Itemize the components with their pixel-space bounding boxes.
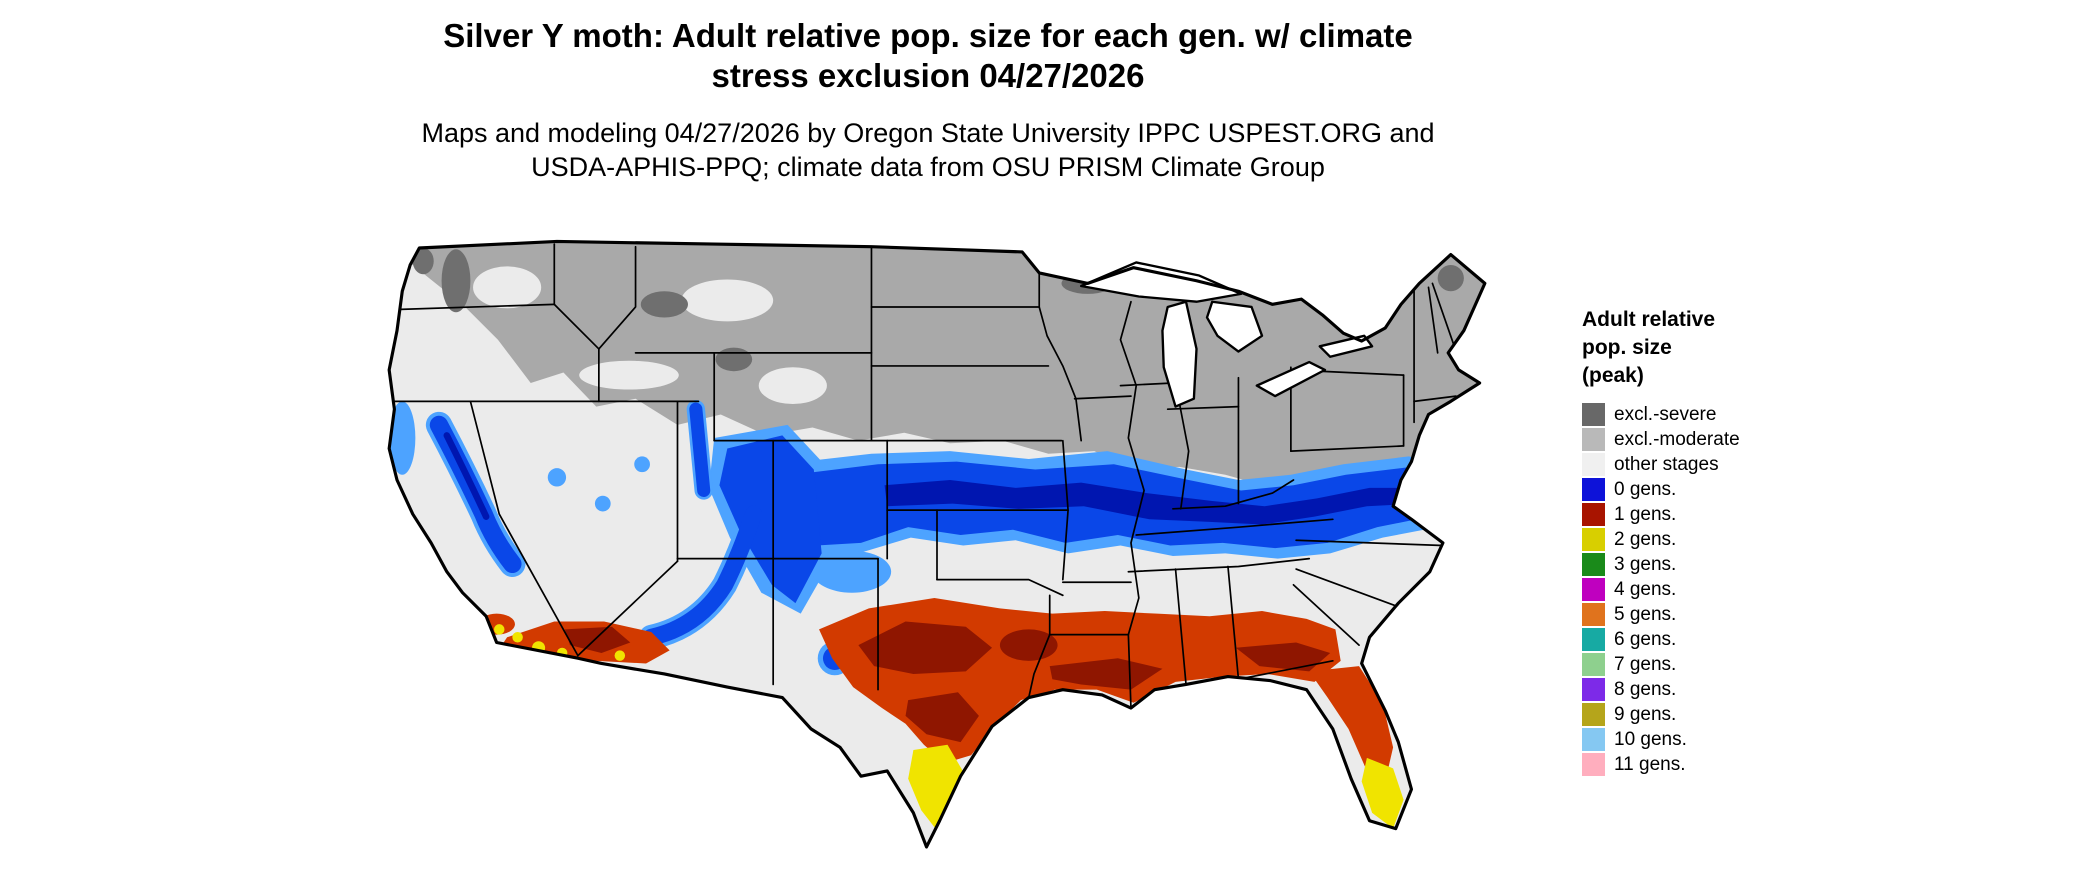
map-light-patches — [473, 266, 827, 404]
legend-swatch — [1582, 553, 1605, 576]
legend-title: Adult relative pop. size (peak) — [1582, 306, 1812, 390]
us-outline — [387, 239, 1487, 849]
legend-swatch — [1582, 578, 1605, 601]
legend-swatch — [1582, 503, 1605, 526]
legend-swatch — [1582, 428, 1605, 451]
legend-item: 1 gens. — [1582, 502, 1812, 527]
legend-label: 6 gens. — [1614, 628, 1677, 650]
us-map-container — [321, 228, 1553, 884]
lake-huron — [1205, 300, 1264, 353]
legend: Adult relative pop. size (peak) excl.-se… — [1582, 306, 1812, 777]
legend-label: 7 gens. — [1614, 653, 1677, 675]
legend-swatch — [1582, 653, 1605, 676]
legend-label: 1 gens. — [1614, 503, 1677, 525]
legend-item: 2 gens. — [1582, 527, 1812, 552]
state-borders — [389, 243, 1457, 709]
legend-label: other stages — [1614, 453, 1719, 475]
legend-label: 8 gens. — [1614, 678, 1677, 700]
map-subtitle-line2: USDA-APHIS-PPQ; climate data from OSU PR… — [531, 152, 1325, 182]
legend-item: 8 gens. — [1582, 677, 1812, 702]
header: Silver Y moth: Adult relative pop. size … — [0, 16, 1856, 184]
lake-michigan — [1161, 300, 1198, 408]
legend-swatch — [1582, 753, 1605, 776]
legend-label: 0 gens. — [1614, 478, 1677, 500]
legend-swatch — [1582, 628, 1605, 651]
legend-label: 10 gens. — [1614, 728, 1687, 750]
legend-label: 5 gens. — [1614, 603, 1677, 625]
legend-item: excl.-moderate — [1582, 427, 1812, 452]
legend-swatch — [1582, 478, 1605, 501]
legend-label: 3 gens. — [1614, 553, 1677, 575]
legend-item: 9 gens. — [1582, 702, 1812, 727]
legend-swatch — [1582, 703, 1605, 726]
map-region-0gens-dark — [443, 432, 1420, 525]
legend-item: 11 gens. — [1582, 752, 1812, 777]
legend-item: 0 gens. — [1582, 477, 1812, 502]
legend-label: excl.-severe — [1614, 403, 1717, 425]
legend-label: 4 gens. — [1614, 578, 1677, 600]
legend-items: excl.-severe excl.-moderate other stages 0 … — [1582, 402, 1812, 777]
legend-item: 3 gens. — [1582, 552, 1812, 577]
lake-erie — [1255, 360, 1327, 398]
map-title-line2: stress exclusion 04/27/2026 — [711, 57, 1145, 94]
legend-label: 2 gens. — [1614, 528, 1677, 550]
legend-item: 7 gens. — [1582, 652, 1812, 677]
legend-item: excl.-severe — [1582, 402, 1812, 427]
legend-swatch — [1582, 728, 1605, 751]
legend-item: 10 gens. — [1582, 727, 1812, 752]
legend-label: excl.-moderate — [1614, 428, 1740, 450]
legend-item: 6 gens. — [1582, 627, 1812, 652]
legend-swatch — [1582, 678, 1605, 701]
us-map — [387, 239, 1487, 849]
legend-swatch — [1582, 453, 1605, 476]
legend-title-line1: Adult relative — [1582, 308, 1716, 331]
legend-label: 9 gens. — [1614, 703, 1677, 725]
legend-title-line3: (peak) — [1582, 364, 1644, 387]
legend-label: 11 gens. — [1614, 753, 1686, 775]
legend-swatch — [1582, 603, 1605, 626]
legend-item: 4 gens. — [1582, 577, 1812, 602]
map-subtitle-line1: Maps and modeling 04/27/2026 by Oregon S… — [421, 118, 1435, 148]
great-lakes — [1079, 261, 1374, 408]
map-title-line1: Silver Y moth: Adult relative pop. size … — [443, 17, 1413, 54]
legend-swatch — [1582, 528, 1605, 551]
legend-item: 5 gens. — [1582, 602, 1812, 627]
legend-title-line2: pop. size — [1582, 336, 1672, 359]
legend-swatch — [1582, 403, 1605, 426]
legend-item: other stages — [1582, 452, 1812, 477]
